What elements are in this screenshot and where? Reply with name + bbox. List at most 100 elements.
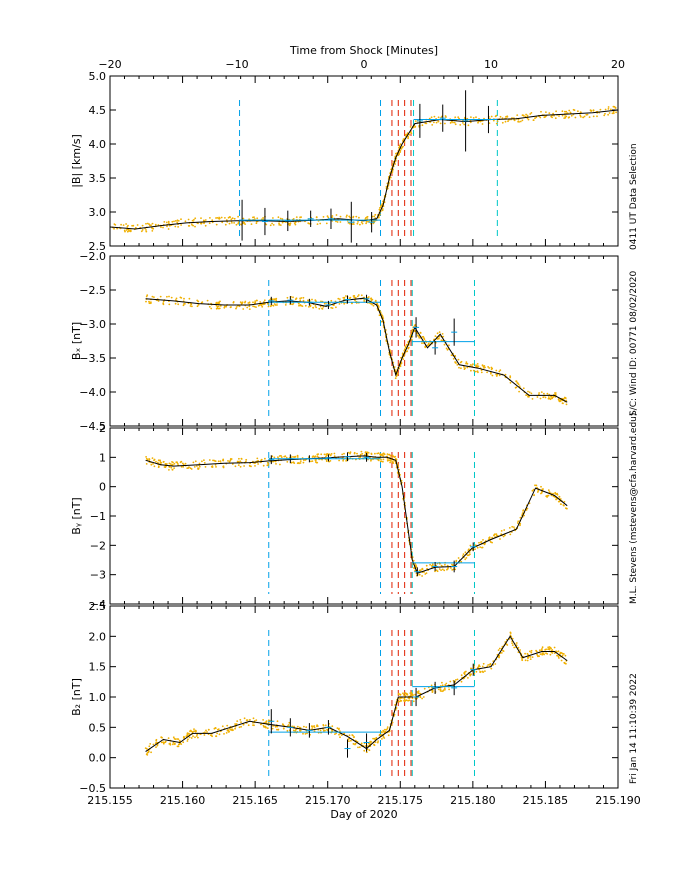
Bz-data-point	[331, 725, 334, 728]
Bz-data-point	[352, 743, 355, 745]
B-data-point	[339, 215, 342, 218]
Bx-data-point	[242, 308, 245, 310]
B-data-point	[552, 112, 554, 115]
Bx-data-point	[531, 398, 534, 400]
Bx-data-point	[395, 375, 398, 378]
Bx-data-point	[426, 344, 429, 346]
By-data-point	[557, 500, 560, 503]
By-data-point	[299, 460, 302, 462]
Bz-data-point	[194, 729, 197, 732]
By-data-point	[184, 462, 187, 465]
B-data-point	[250, 223, 253, 226]
B-data-point	[529, 113, 532, 115]
By-data-point	[537, 489, 540, 492]
Bz-data-point	[226, 724, 229, 727]
By-data-point	[552, 492, 554, 495]
Bz-data-point	[324, 724, 327, 727]
bottom-axis-tick-label: 215.185	[523, 794, 569, 807]
B-data-point	[218, 217, 221, 220]
Bx-data-point	[272, 304, 275, 307]
Bz-data-point	[400, 700, 403, 702]
Bx-data-point	[174, 302, 177, 305]
B-data-point	[151, 222, 154, 225]
Bx-data-point	[558, 400, 561, 403]
Bx-data-point	[337, 297, 340, 300]
Bz-data-point	[498, 656, 500, 659]
By-data-point	[151, 457, 154, 459]
Bx-data-point	[406, 343, 408, 346]
Bx-data-point	[477, 365, 480, 368]
Bz-data-point	[312, 725, 314, 728]
By-data-point	[330, 453, 333, 455]
Bx-data-point	[480, 369, 483, 372]
Bz-data-point	[167, 737, 170, 739]
B-data-point	[431, 124, 434, 126]
By-data-point	[304, 459, 307, 461]
Bz-data-point	[322, 724, 325, 727]
B-data-point	[407, 137, 409, 140]
B-data-point	[167, 220, 170, 223]
By-data-point	[535, 484, 538, 487]
Bz-data-point	[444, 684, 447, 686]
By-data-point	[421, 575, 423, 577]
Bz-data-point	[479, 665, 481, 668]
Bz-data-point	[441, 681, 443, 684]
Bx-data-point	[157, 300, 160, 302]
Bz-data-point	[376, 741, 379, 744]
Bz-data-point	[515, 642, 518, 644]
Bz-data-point	[565, 662, 567, 665]
By-data-point	[421, 568, 424, 571]
B-ytick-label: 4.0	[89, 138, 107, 151]
By-data-point	[316, 455, 319, 458]
Bx-data-point	[481, 364, 484, 367]
By-data-point	[379, 460, 382, 463]
B-ytick-label: 2.5	[89, 240, 107, 253]
Bx-data-point	[436, 338, 439, 340]
B-data-point	[607, 106, 610, 108]
Bz-data-point	[267, 721, 270, 724]
B-data-point	[336, 221, 339, 223]
Bx-data-point	[174, 299, 177, 301]
B-data-point	[495, 122, 498, 125]
By-data-point	[217, 460, 220, 463]
Bz-data-point	[529, 658, 532, 660]
B-data-point	[504, 120, 507, 123]
By-ytick-label: −1	[90, 510, 106, 523]
Bz-data-point	[191, 731, 194, 733]
By-data-point	[157, 459, 160, 462]
Bx-data-point	[419, 332, 422, 334]
Bz-data-point	[541, 648, 543, 650]
Bx-data-point	[490, 372, 492, 375]
Bz-data-point	[238, 726, 241, 729]
By-data-point	[181, 462, 184, 465]
B-data-point	[599, 108, 602, 111]
Bz-data-point	[373, 743, 375, 746]
bottom-axis-ticks: 215.155 215.160 215.165 215.170 215.175 215.1…	[87, 794, 641, 807]
B-data-point	[437, 116, 440, 119]
side-annotation-author: M.L. Stevens (mstevens@cfa.harvard.edu)	[629, 413, 639, 604]
Bx-data-point	[170, 296, 173, 299]
B-data-point	[433, 115, 436, 118]
Bz-data-point	[551, 652, 554, 654]
B-data-point	[281, 218, 284, 220]
By-data-point	[277, 456, 279, 458]
Bx-data-point	[504, 373, 507, 376]
Bz-data-point	[350, 739, 352, 742]
B-data-point	[319, 222, 322, 225]
Bx-data-point	[548, 396, 550, 398]
B-data-point	[237, 222, 240, 225]
Bz-data-point	[188, 736, 191, 739]
Bz-data-point	[498, 647, 501, 650]
By-data-point	[519, 522, 522, 525]
Bx-data-point	[248, 308, 251, 310]
Bx-data-point	[252, 301, 254, 304]
B-data-point	[141, 224, 144, 227]
B-data-point	[444, 122, 446, 125]
Bz-data-point	[439, 688, 442, 691]
By-data-point	[310, 460, 312, 463]
B-data-point	[114, 224, 117, 226]
By-data-point	[429, 563, 431, 566]
B-data-point	[292, 218, 295, 220]
B-data-point	[194, 217, 197, 220]
Bz-data-point	[405, 699, 408, 702]
